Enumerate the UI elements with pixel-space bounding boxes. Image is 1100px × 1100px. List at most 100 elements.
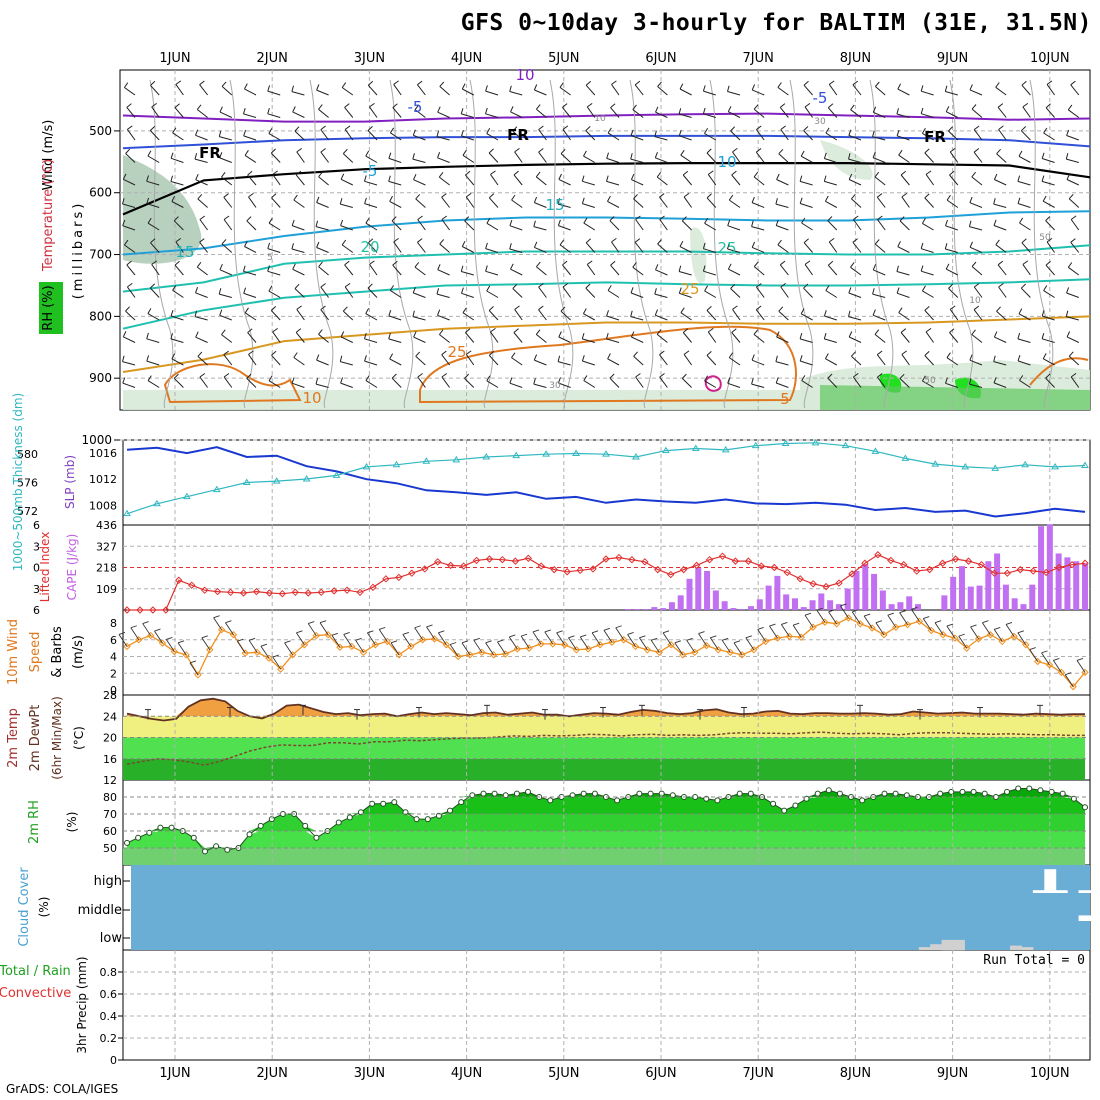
- wind-speed-line: [126, 617, 1086, 688]
- wind-barb-flag: [611, 80, 617, 85]
- wind-barb: [172, 132, 184, 141]
- wind-barb-flag: [465, 328, 471, 333]
- wind-barb-flag: [1022, 102, 1029, 108]
- contour-label: -5: [408, 98, 423, 116]
- wind-speed-point: [324, 631, 332, 639]
- wind-barb-flag: [414, 262, 420, 268]
- rh-point: [1037, 787, 1044, 794]
- wind-barb-flag: [538, 283, 544, 288]
- wind-barb-flag: [583, 375, 588, 381]
- wind-speed-point: [1022, 641, 1030, 649]
- wind-barb-flag: [1017, 355, 1021, 362]
- wind-barb-10m: [307, 623, 317, 636]
- wind-barb: [924, 355, 934, 366]
- wind-barb-flag: [727, 106, 732, 112]
- wind-barb: [534, 202, 547, 208]
- wind-barb-flag: [147, 150, 152, 157]
- wind-barb-flag: [221, 329, 226, 335]
- wind-barb: [538, 309, 547, 321]
- wind-barb-flag: [635, 215, 641, 220]
- wind-barb: [924, 197, 934, 208]
- wind-barb-flag: [920, 242, 924, 249]
- wind-barb-flag: [899, 216, 905, 222]
- wind-barb-10m-flag: [781, 621, 788, 625]
- wind-barb: [998, 286, 1007, 298]
- wind-barb-flag: [730, 283, 736, 289]
- wind-barb: [340, 225, 353, 231]
- cape-bar: [1046, 524, 1053, 610]
- wind-barb: [1068, 109, 1080, 118]
- wind-barb: [946, 357, 959, 366]
- temp-line: [126, 697, 1085, 722]
- wind-barb-flag: [968, 378, 972, 385]
- wind-barb: [318, 108, 329, 118]
- lifted-index-point: [667, 570, 675, 579]
- wind-barb-flag: [896, 129, 900, 136]
- wind-speed-point: [832, 620, 841, 628]
- wind-barb-flag: [609, 373, 615, 379]
- cape-bar: [1011, 598, 1018, 610]
- cape-tick-218: 218: [96, 562, 117, 575]
- rh-point: [1026, 785, 1033, 792]
- wind-barb: [872, 136, 886, 141]
- wind-barb: [776, 336, 789, 343]
- wind-barb-flag: [486, 217, 491, 224]
- wind-barb-flag: [779, 260, 786, 266]
- rh-point: [714, 797, 721, 804]
- cape-bar: [712, 590, 719, 610]
- wind-barb-flag: [996, 148, 1001, 155]
- rh-point: [1004, 788, 1010, 795]
- wind-barb: [122, 382, 136, 388]
- wind-barb: [415, 355, 426, 366]
- wind-barb-10m-flag: [982, 620, 989, 624]
- wind-barb: [945, 268, 959, 276]
- thickness-point: [542, 450, 551, 457]
- wind-barb: [392, 107, 402, 118]
- wind-barb-flag: [219, 309, 223, 316]
- wind-barb-10m-flag: [402, 632, 409, 635]
- wind-barb-10m-flag: [840, 603, 847, 607]
- wind-barb-10m: [284, 642, 293, 656]
- wind-barb-10m: [248, 640, 258, 653]
- wind-barb-10m-flag: [674, 640, 682, 644]
- wind-barb-10m-flag: [130, 625, 137, 629]
- wind-speed-point: [631, 642, 640, 651]
- wind-barb: [389, 358, 402, 366]
- precip-tick-0.8: 0.8: [100, 966, 118, 979]
- wind-barb-10m-flag: [686, 637, 693, 641]
- contour-label: 20: [360, 238, 379, 256]
- isotherm-25: [419, 325, 797, 404]
- wind-barb: [412, 158, 426, 163]
- wind-barb-flag: [1018, 150, 1023, 157]
- wind-barb: [756, 286, 765, 298]
- wind-barb: [803, 130, 813, 141]
- wind-speed-point: [1010, 632, 1018, 641]
- wind-barbs: [122, 80, 1080, 388]
- wind-barb-flag: [485, 85, 488, 92]
- wind-barb-flag: [777, 82, 782, 88]
- wind-speed-point: [998, 637, 1006, 646]
- wind-barb-flag: [485, 242, 488, 249]
- wind-barb-flag: [512, 126, 518, 132]
- wind-barb-10m-flag: [568, 635, 575, 639]
- wind-barb-flag: [243, 287, 247, 294]
- wind-barb-flag: [996, 306, 1001, 312]
- wind-barb-10m: [473, 640, 483, 653]
- wind-speed-point: [726, 648, 734, 657]
- wind-barb-flag: [1017, 175, 1021, 182]
- wind-barb-flag: [680, 307, 685, 313]
- wind-barb: [851, 198, 862, 208]
- cape-axis-label: CAPE (J/kg): [65, 534, 79, 601]
- wind-barb-flag: [175, 80, 182, 85]
- wind-barb-flag: [973, 305, 980, 311]
- wind-barb: [659, 219, 668, 231]
- wind-barb: [490, 331, 499, 343]
- wind-barb: [995, 86, 1007, 96]
- wind-barb-flag: [824, 353, 829, 359]
- wind-barb-flag: [898, 307, 903, 313]
- wind-barb-flag: [388, 152, 392, 159]
- precip-legend-total: Total / Rain: [0, 964, 71, 979]
- wind-barb-flag: [1041, 175, 1045, 182]
- wind-barb-flag: [513, 170, 519, 176]
- wind-speed-point: [679, 651, 687, 659]
